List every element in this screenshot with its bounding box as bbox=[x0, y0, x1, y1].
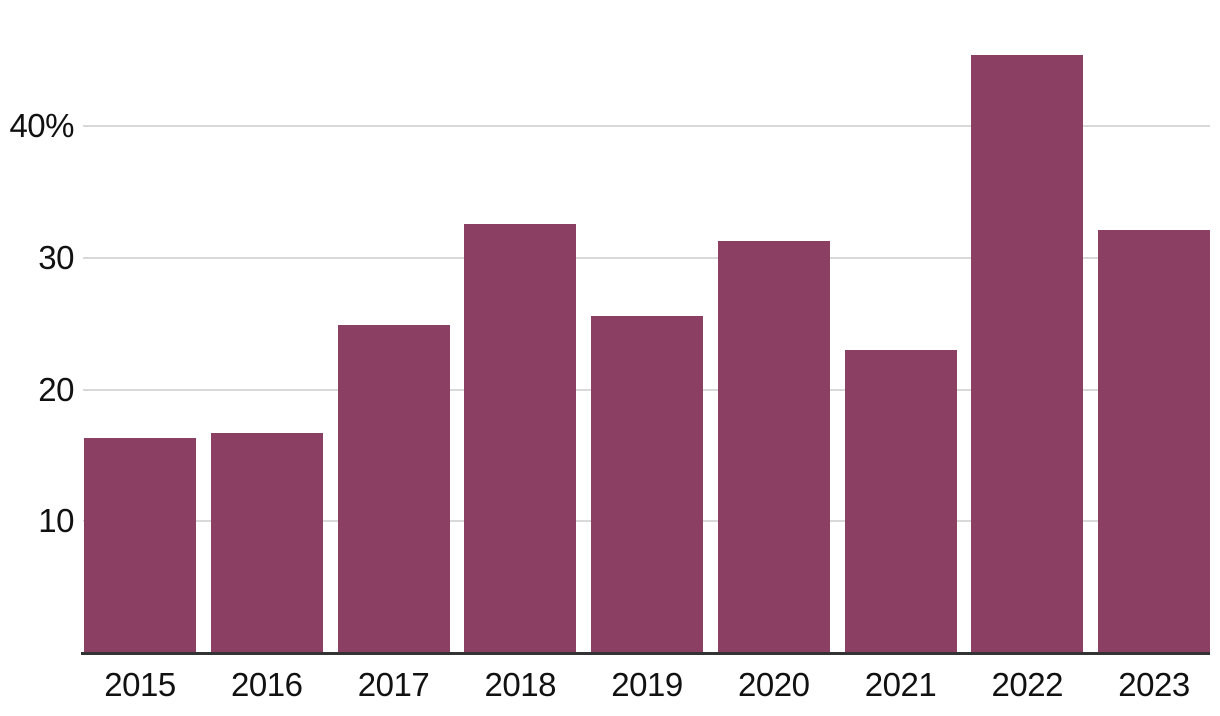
y-tick-label-40: 40% bbox=[9, 107, 74, 145]
y-tick-label-10: 10 bbox=[38, 502, 74, 540]
bar-2020 bbox=[717, 240, 830, 653]
x-tick-label-2019: 2019 bbox=[611, 666, 683, 703]
x-tick-label-2020: 2020 bbox=[738, 666, 810, 703]
y-tick-label-20: 20 bbox=[38, 370, 74, 408]
x-tick-label-2018: 2018 bbox=[484, 666, 557, 703]
bar-2023 bbox=[1098, 230, 1210, 653]
bar-2015 bbox=[84, 438, 196, 653]
x-axis-line bbox=[81, 652, 1210, 655]
x-tick-label-2022: 2022 bbox=[991, 666, 1064, 703]
bar-2019 bbox=[591, 316, 703, 653]
bar-2016 bbox=[210, 433, 323, 653]
x-tick-label-2023: 2023 bbox=[1118, 666, 1190, 703]
x-tick-label-2017: 2017 bbox=[357, 666, 430, 703]
x-tick-label-2015: 2015 bbox=[104, 666, 176, 703]
bar-2022 bbox=[971, 55, 1084, 653]
gridline-30 bbox=[83, 257, 1210, 260]
bar-2021 bbox=[844, 350, 957, 653]
bar-2018 bbox=[464, 223, 577, 653]
gridline-40 bbox=[83, 125, 1210, 128]
x-tick-label-2021: 2021 bbox=[864, 666, 937, 703]
bar-2017 bbox=[337, 325, 450, 653]
x-tick-label-2016: 2016 bbox=[231, 666, 303, 703]
y-tick-label-30: 30 bbox=[38, 239, 74, 277]
